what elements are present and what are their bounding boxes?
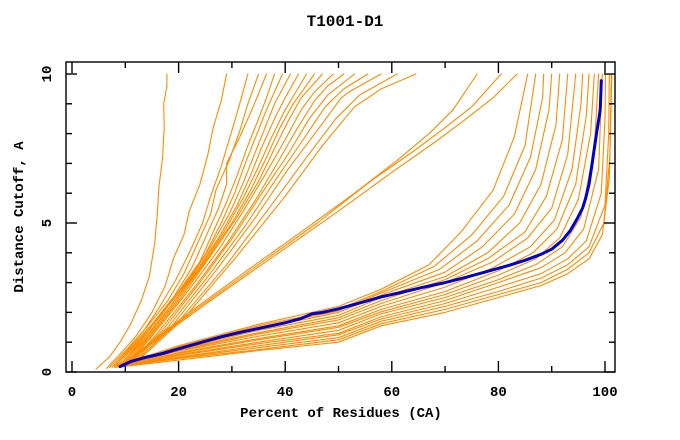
server-model-curves — [130, 73, 569, 364]
server-model-curves — [122, 73, 308, 366]
server-model-curves — [124, 73, 324, 365]
server-model-curves — [119, 73, 292, 367]
server-model-curves — [130, 73, 345, 364]
server-model-curves — [95, 73, 168, 370]
curves-layer — [95, 73, 613, 370]
server-model-curves — [114, 73, 595, 367]
x-tick-label: 40 — [277, 385, 294, 401]
x-axis-title: Percent of Residues (CA) — [240, 406, 442, 422]
y-axis-title: Distance Cutoff, A — [12, 141, 28, 293]
server-model-curves — [116, 73, 284, 367]
server-model-curves — [135, 73, 398, 362]
server-model-curves — [106, 73, 228, 369]
server-model-curves — [122, 73, 502, 366]
highlighted-model-curve — [118, 79, 603, 369]
x-tick-label: 60 — [383, 385, 400, 401]
y-tick-label: 10 — [40, 66, 56, 83]
server-model-curves — [132, 73, 369, 363]
y-tick-label: 0 — [40, 368, 56, 376]
server-model-curves — [124, 73, 316, 366]
server-model-curves — [111, 73, 260, 369]
server-model-curves — [124, 73, 577, 365]
server-model-curves — [122, 73, 584, 366]
x-tick-label: 0 — [68, 385, 76, 401]
x-tick-label: 20 — [170, 385, 187, 401]
server-model-curves — [127, 73, 600, 366]
server-model-curves — [119, 73, 610, 367]
server-model-curves — [135, 73, 553, 364]
server-model-curves — [119, 73, 300, 366]
server-model-curves — [127, 73, 334, 364]
y-tick-label: 5 — [40, 219, 56, 227]
server-model-curves — [116, 73, 612, 368]
server-model-curves — [119, 73, 478, 367]
server-model-curves — [114, 73, 276, 367]
server-model-curves — [132, 73, 561, 364]
server-model-curves — [135, 73, 382, 363]
server-model-curves — [124, 73, 518, 366]
server-model-curves — [122, 73, 607, 367]
x-tick-label: 100 — [592, 385, 617, 401]
chart-title: T1001-D1 — [307, 13, 384, 31]
server-model-curves — [130, 73, 356, 364]
server-model-curves — [138, 73, 417, 361]
x-tick-label: 80 — [490, 385, 507, 401]
server-model-curves — [114, 73, 613, 369]
server-model-curves — [119, 73, 590, 366]
server-model-curves — [124, 73, 529, 364]
server-model-curves — [124, 73, 603, 366]
plot-border — [65, 61, 616, 373]
